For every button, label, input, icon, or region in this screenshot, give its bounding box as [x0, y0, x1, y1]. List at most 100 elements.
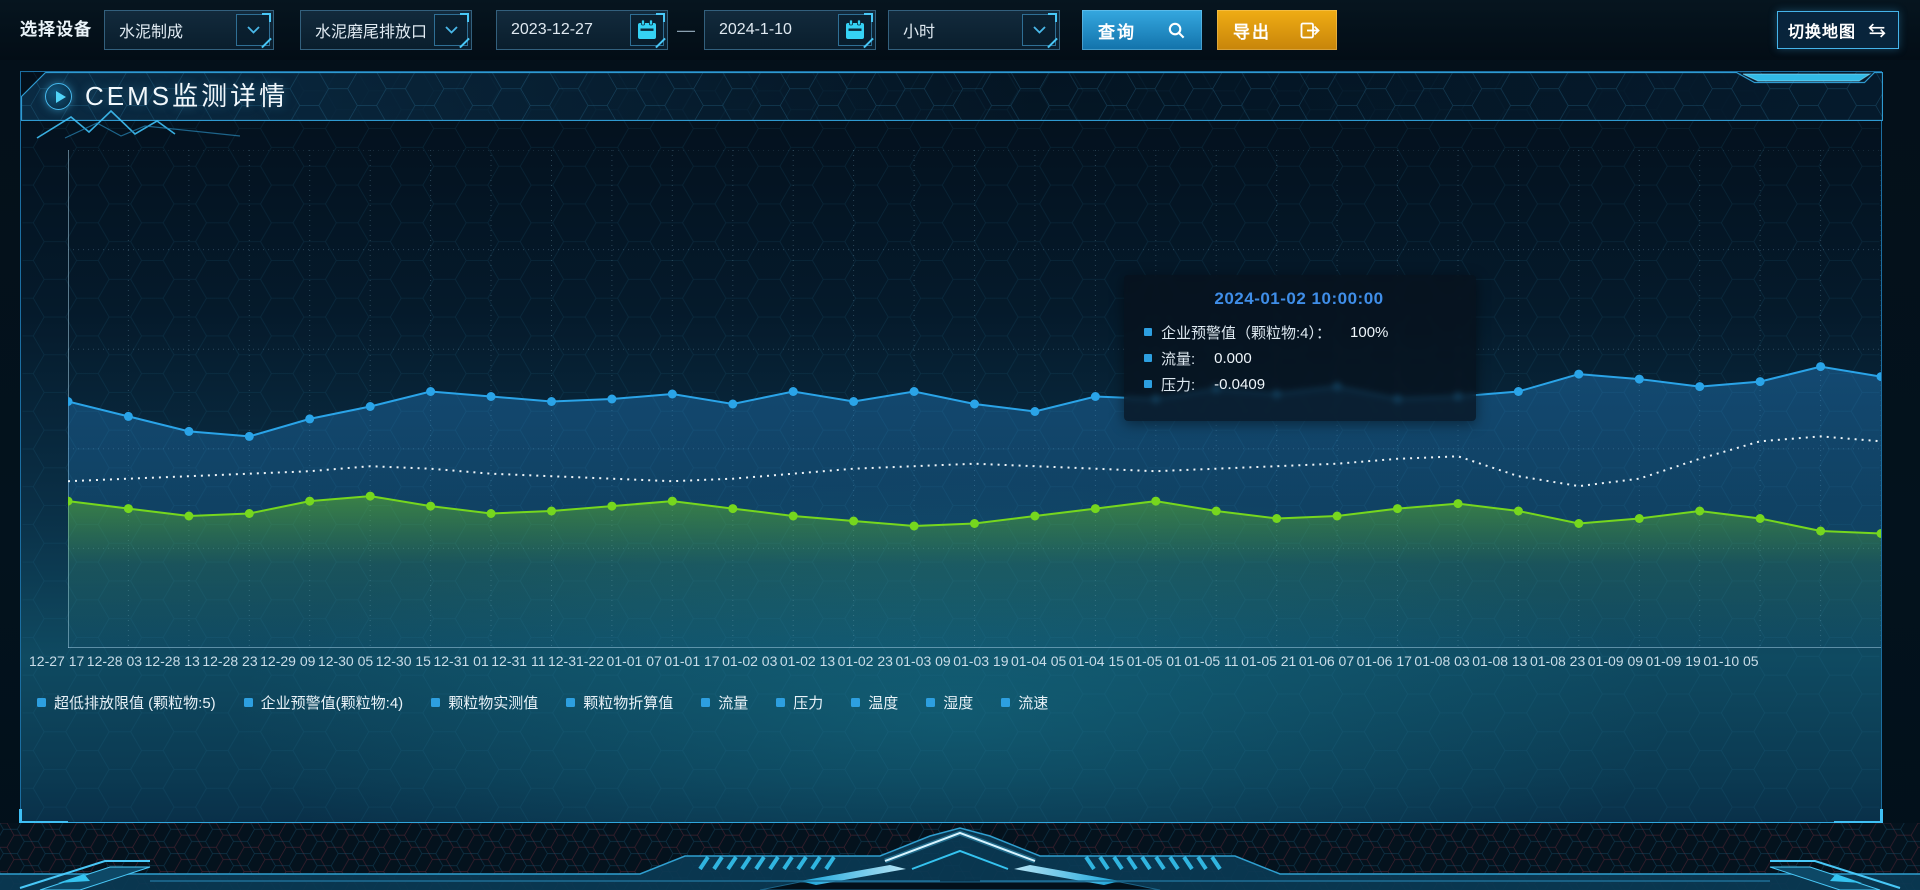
x-tick-label: 12-31-22: [547, 653, 605, 669]
x-tick-label: 01-02 23: [837, 653, 893, 669]
legend-item[interactable]: 流量: [701, 692, 748, 713]
calendar-icon[interactable]: [838, 13, 873, 46]
x-tick-label: 12-27 17: [29, 653, 85, 669]
tooltip-item-value: 100%: [1350, 323, 1389, 341]
header-hex-pattern: [21, 72, 1883, 121]
legend-marker-icon: [851, 698, 861, 707]
legend-item[interactable]: 流速: [1001, 692, 1048, 713]
start-date-input[interactable]: 2023-12-27: [496, 10, 668, 50]
x-tick-label: 01-08 23: [1529, 653, 1586, 669]
main-panel: CEMS监测详情 12-27 17 12-28 03 12-28 13 12-28 2…: [19, 71, 1886, 824]
x-tick-label: 01-09 09: [1587, 653, 1644, 669]
interval-select-value: 小时: [903, 24, 936, 41]
tooltip-item-label: 流量:: [1161, 350, 1196, 368]
outlet-select-value: 水泥磨尾排放口: [315, 24, 428, 41]
legend-item[interactable]: 湿度: [926, 692, 973, 713]
chart-legend: 超低排放限值 (颗粒物:5) 企业预警值(颗粒物:4) 颗粒物实测值 颗粒物折算值 流量…: [37, 692, 1048, 713]
x-tick-label: 01-04 05: [1011, 653, 1067, 669]
legend-label: 湿度: [943, 695, 974, 712]
tooltip-item: 压力: -0.0409: [1144, 371, 1454, 397]
query-button[interactable]: 查询: [1082, 10, 1202, 50]
legend-label: 流速: [1018, 695, 1049, 712]
legend-marker-icon: [431, 698, 441, 707]
switch-map-button[interactable]: 切换地图: [1777, 11, 1899, 49]
legend-item[interactable]: 企业预警值(颗粒物:4): [243, 692, 404, 713]
x-tick-label: 01-06 07: [1298, 653, 1355, 669]
chart-tooltip: 2024-01-02 10:00:00 企业预警值（颗粒物:4）： 100% 流量:…: [1124, 275, 1476, 421]
x-tick-label: 01-09 19: [1645, 653, 1701, 669]
legend-item[interactable]: 颗粒物实测值: [431, 692, 538, 713]
legend-label: 流量: [718, 695, 749, 712]
legend-label: 颗粒物折算值: [583, 695, 674, 712]
legend-marker-icon: [243, 698, 253, 707]
tooltip-item: 流量: 0.000: [1144, 345, 1454, 371]
export-button[interactable]: 导出: [1217, 10, 1337, 50]
interval-select[interactable]: 小时: [888, 10, 1060, 50]
chevron-down-icon: [236, 13, 271, 46]
x-tick-label: 01-08 13: [1472, 653, 1528, 669]
legend-label: 压力: [793, 695, 824, 712]
x-tick-label: 01-04 15: [1068, 653, 1125, 669]
calendar-icon[interactable]: [630, 13, 665, 46]
legend-marker-icon: [776, 698, 786, 707]
tooltip-series-marker-icon: [1144, 328, 1152, 336]
legend-item[interactable]: 超低排放限值 (颗粒物:5): [37, 692, 216, 713]
chevron-down-icon: [1022, 13, 1057, 46]
legend-item[interactable]: 压力: [776, 692, 823, 713]
tooltip-item: 企业预警值（颗粒物:4）： 100%: [1144, 319, 1454, 345]
tooltip-series-marker-icon: [1144, 380, 1152, 388]
legend-marker-icon: [566, 698, 576, 707]
query-button-label: 查询: [1098, 22, 1136, 42]
device-select-label: 选择设备: [20, 20, 92, 39]
tooltip-item-value: 0.000: [1214, 349, 1252, 367]
toolbar: 选择设备 水泥制成 水泥磨尾排放口 2023-12-27: [0, 0, 1920, 60]
x-tick-label: 12-30 15: [375, 653, 431, 669]
legend-item[interactable]: 颗粒物折算值: [566, 692, 673, 713]
legend-item[interactable]: 温度: [851, 692, 898, 713]
tooltip-item-label: 企业预警值（颗粒物:4）：: [1161, 324, 1332, 342]
legend-label: 温度: [868, 695, 899, 712]
search-icon: [1167, 21, 1186, 40]
x-tick-label: 01-05 01: [1126, 653, 1182, 669]
header-border: [21, 72, 1883, 121]
outlet-select[interactable]: 水泥磨尾排放口: [300, 10, 472, 50]
x-tick-label: 12-29 09: [260, 653, 316, 669]
tooltip-items: 企业预警值（颗粒物:4）： 100% 流量: 0.000 压力: -0.0409: [1144, 319, 1454, 397]
legend-marker-icon: [701, 698, 711, 707]
tooltip-item-label: 压力:: [1161, 376, 1196, 394]
tooltip-timestamp: 2024-01-02 10:00:00: [1214, 289, 1384, 308]
x-tick-label: 01-01 17: [664, 653, 720, 669]
x-tick-label: 01-05 11: [1184, 653, 1239, 669]
legend-label: 超低排放限值 (颗粒物:5): [54, 695, 216, 712]
end-date-value: 2024-1-10: [719, 21, 792, 38]
export-icon: [1299, 20, 1321, 41]
x-tick-label: 01-02 03: [722, 653, 778, 669]
end-date-input[interactable]: 2024-1-10: [704, 10, 876, 50]
date-range-separator: —: [677, 20, 695, 40]
legend-label: 企业预警值(颗粒物:4): [260, 695, 404, 712]
x-tick-label: 01-02 13: [779, 653, 836, 669]
legend-marker-icon: [926, 698, 936, 707]
x-tick-label: 12-31 11: [491, 653, 546, 669]
x-tick-label: 01-05 21: [1241, 653, 1297, 669]
footer-decoration: [0, 823, 1920, 890]
x-tick-label: 01-06 17: [1356, 653, 1412, 669]
start-date-value: 2023-12-27: [511, 21, 593, 38]
x-tick-label: 01-08 03: [1414, 653, 1470, 669]
device-select-value: 水泥制成: [119, 24, 184, 41]
x-tick-label: 12-30 05: [317, 653, 374, 669]
x-axis-labels: 12-27 17 12-28 03 12-28 13 12-28 23 12-29 09…: [29, 653, 1759, 669]
legend-marker-icon: [37, 698, 46, 707]
device-select[interactable]: 水泥制成: [104, 10, 274, 50]
page-title: CEMS监测详情: [85, 81, 289, 111]
x-tick-label: 12-28 13: [144, 653, 200, 669]
tooltip-item-value: -0.0409: [1214, 375, 1266, 393]
play-icon: [45, 83, 72, 110]
tooltip-series-marker-icon: [1144, 354, 1152, 362]
chevron-down-icon: [434, 13, 469, 46]
x-tick-label: 01-01 07: [606, 653, 662, 669]
chart-plot[interactable]: [63, 149, 1886, 648]
legend-label: 颗粒物实测值: [448, 695, 539, 712]
x-tick-label: 01-03 19: [953, 653, 1009, 669]
